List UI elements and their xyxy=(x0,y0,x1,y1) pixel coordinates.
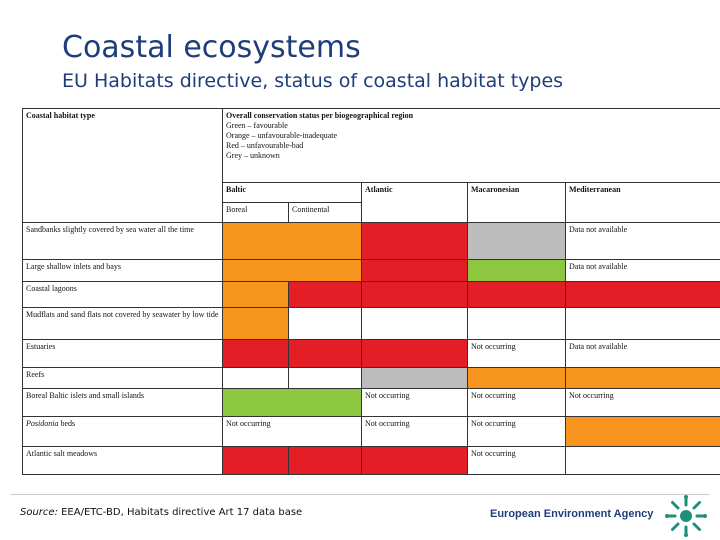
status-cell-boreal xyxy=(222,307,289,340)
region-macaronesian: Macaronesian xyxy=(467,182,566,223)
table-row: Atlantic salt meadows Not occurring xyxy=(22,446,720,475)
table-row: Estuaries Not occurring Data not availab… xyxy=(22,339,720,368)
status-cell-mediterranean: Data not available xyxy=(564,339,720,368)
row-label: Mudflats and sand flats not covered by s… xyxy=(22,307,223,340)
status-cell-baltic xyxy=(222,388,362,417)
status-cell-continental xyxy=(288,446,362,475)
status-cell-atlantic xyxy=(361,259,468,282)
row-label: Sandbanks slightly covered by sea water … xyxy=(22,222,223,260)
footer-divider xyxy=(10,494,710,495)
region-baltic: Baltic xyxy=(222,182,362,203)
status-cell-atlantic: Not occurring xyxy=(361,416,468,447)
status-cell-mediterranean: Data not available xyxy=(564,259,720,282)
status-cell-baltic xyxy=(222,259,362,282)
table-row: Large shallow inlets and bays Data not a… xyxy=(22,259,720,282)
habitat-type-header: Coastal habitat type xyxy=(22,108,223,223)
status-cell-atlantic xyxy=(361,367,468,389)
status-cell-macaronesian xyxy=(467,259,566,282)
status-cell-macaronesian: Not occurring xyxy=(467,388,566,417)
status-cell-baltic: Not occurring xyxy=(222,416,362,447)
status-cell-boreal xyxy=(222,367,289,389)
status-header-cell: Overall conservation status per biogeogr… xyxy=(221,108,720,183)
legend-red: Red – unfavourable-bad xyxy=(226,141,304,150)
status-cell-atlantic xyxy=(361,281,468,308)
status-cell-mediterranean: Data not available xyxy=(564,222,720,260)
status-cell-macaronesian: Not occurring xyxy=(467,416,566,447)
status-cell-continental xyxy=(288,281,362,308)
page-subtitle: EU Habitats directive, status of coastal… xyxy=(62,70,564,92)
row-label: Reefs xyxy=(22,367,223,389)
page-title: Coastal ecosystems xyxy=(62,30,361,65)
region-mediterranean: Mediterranean xyxy=(564,182,720,223)
region-atlantic: Atlantic xyxy=(361,182,468,223)
status-cell-mediterranean xyxy=(564,307,720,340)
legend-grey: Grey – unknown xyxy=(226,151,280,160)
status-cell-mediterranean xyxy=(564,416,720,447)
source-note: Source: EEA/ETC-BD, Habitats directive A… xyxy=(20,507,302,518)
agency-name: European Environment Agency xyxy=(490,508,654,520)
status-cell-continental xyxy=(288,339,362,368)
status-cell-macaronesian: Not occurring xyxy=(467,446,566,475)
status-cell-continental xyxy=(288,367,362,389)
row-label: Large shallow inlets and bays xyxy=(22,259,223,282)
source-label: Source: xyxy=(20,507,58,518)
region-continental: Continental xyxy=(288,202,362,223)
source-text: EEA/ETC-BD, Habitats directive Art 17 da… xyxy=(57,507,303,518)
row-label: Atlantic salt meadows xyxy=(22,446,223,475)
status-cell-atlantic xyxy=(361,307,468,340)
legend-green: Green – favourable xyxy=(226,121,288,130)
status-cell-atlantic xyxy=(361,222,468,260)
status-cell-macaronesian xyxy=(467,222,566,260)
status-cell-mediterranean xyxy=(564,367,720,389)
status-cell-macaronesian xyxy=(467,307,566,340)
region-boreal: Boreal xyxy=(222,202,289,223)
status-cell-atlantic: Not occurring xyxy=(361,388,468,417)
status-cell-macaronesian xyxy=(467,281,566,308)
table-row: Mudflats and sand flats not covered by s… xyxy=(22,307,720,340)
status-cell-atlantic xyxy=(361,339,468,368)
row-label-rest: beds xyxy=(58,419,76,428)
status-header: Overall conservation status per biogeogr… xyxy=(226,111,414,120)
status-cell-boreal xyxy=(222,281,289,308)
table-row: Reefs xyxy=(22,367,720,389)
row-label: Posidonia beds xyxy=(22,416,223,447)
table-row: Posidonia beds Not occurring Not occurri… xyxy=(22,416,720,447)
status-cell-mediterranean xyxy=(564,281,720,308)
eea-logo-icon xyxy=(665,495,707,537)
status-cell-continental xyxy=(288,307,362,340)
table-row: Boreal Baltic islets and small islands N… xyxy=(22,388,720,417)
status-cell-boreal xyxy=(222,339,289,368)
row-label: Estuaries xyxy=(22,339,223,368)
status-cell-macaronesian: Not occurring xyxy=(467,339,566,368)
table-row: Sandbanks slightly covered by sea water … xyxy=(22,222,720,260)
row-label-italic: Posidonia xyxy=(26,419,59,428)
status-cell-atlantic xyxy=(361,446,468,475)
row-label: Boreal Baltic islets and small islands xyxy=(22,388,223,417)
legend-orange: Orange – unfavourable-inadequate xyxy=(226,131,338,140)
status-cell-macaronesian xyxy=(467,367,566,389)
status-cell-boreal xyxy=(222,446,289,475)
table-row: Coastal lagoons xyxy=(22,281,720,308)
status-cell-mediterranean: Not occurring xyxy=(564,388,720,417)
status-cell-baltic xyxy=(222,222,362,260)
habitat-status-table: Coastal habitat type Overall conservatio… xyxy=(22,108,720,475)
status-cell-mediterranean xyxy=(564,446,720,475)
row-label: Coastal lagoons xyxy=(22,281,223,308)
